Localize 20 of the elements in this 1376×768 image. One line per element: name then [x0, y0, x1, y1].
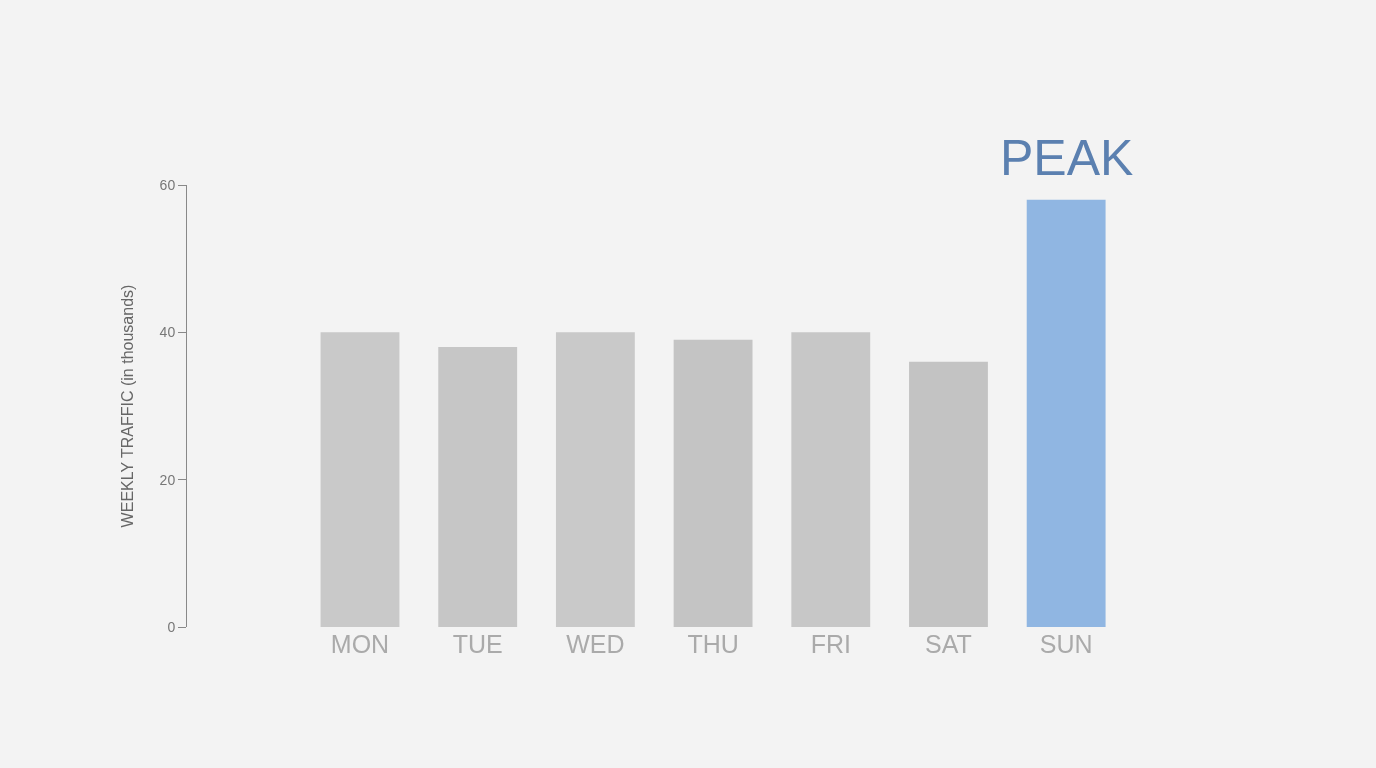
x-tick-label: MON: [330, 630, 390, 658]
y-tick-label: 40: [159, 324, 176, 341]
x-tick-label: FRI: [810, 630, 851, 658]
x-tick-label: WED: [566, 630, 625, 658]
bar: [320, 332, 400, 627]
bar: [673, 339, 753, 627]
y-tick-label: 20: [159, 471, 176, 488]
bar: [555, 332, 635, 627]
bar: [1026, 199, 1106, 627]
annotation: PEAK: [1000, 130, 1134, 186]
y-tick-label: 0: [167, 618, 176, 635]
x-tick-label: THU: [687, 630, 739, 658]
x-tick-label: SAT: [925, 630, 972, 658]
bar: [909, 361, 988, 627]
bar: [791, 332, 871, 627]
y-tick-label: 60: [159, 176, 176, 193]
x-tick-label: TUE: [452, 630, 503, 658]
bar: [438, 347, 518, 627]
x-tick-label: SUN: [1039, 630, 1093, 658]
y-axis-title: WEEKLY TRAFFIC (in thousands): [118, 284, 136, 528]
